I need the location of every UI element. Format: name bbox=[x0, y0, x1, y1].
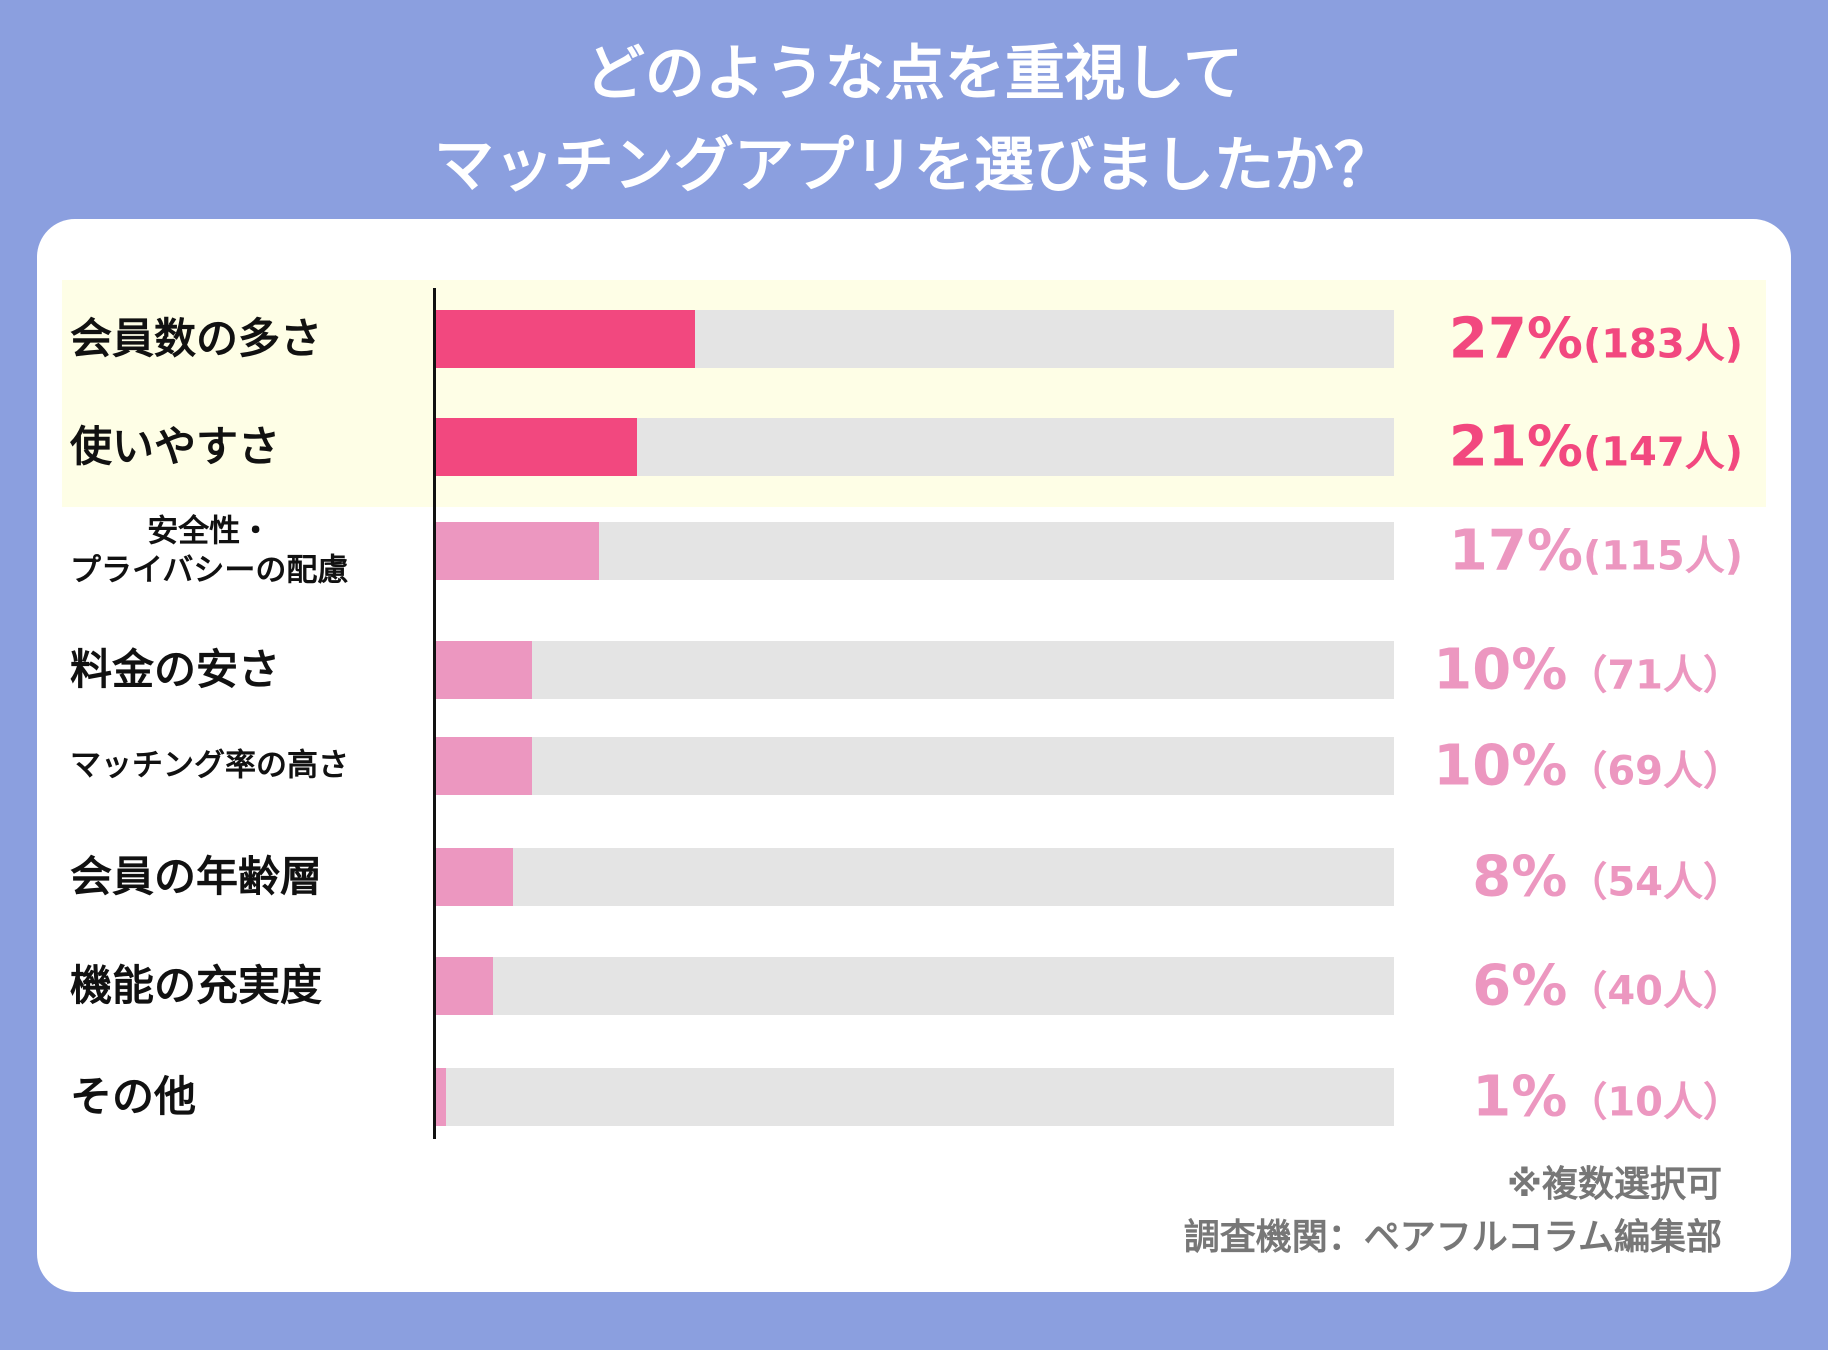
value-count: (183人) bbox=[1582, 321, 1743, 368]
bar bbox=[436, 418, 638, 476]
value-percent: 8% bbox=[1472, 844, 1568, 910]
value-label: 1%（10人） bbox=[1472, 1065, 1743, 1130]
bar bbox=[436, 1068, 446, 1126]
bar bbox=[436, 310, 695, 368]
value-count: (147人) bbox=[1582, 429, 1743, 476]
value-percent: 17% bbox=[1448, 518, 1583, 584]
category-label: 機能の充実度 bbox=[70, 960, 323, 1010]
value-count: (115人) bbox=[1582, 533, 1743, 580]
value-percent: 27% bbox=[1448, 306, 1583, 372]
value-label: 17%(115人) bbox=[1449, 519, 1743, 584]
value-label: 10%（71人） bbox=[1433, 638, 1743, 703]
bar-track bbox=[436, 1068, 1394, 1126]
bar-track bbox=[436, 641, 1394, 699]
value-label: 8%（54人） bbox=[1472, 845, 1743, 910]
value-percent: 10% bbox=[1433, 637, 1568, 703]
bar-track bbox=[436, 957, 1394, 1015]
bar-track bbox=[436, 737, 1394, 795]
value-count: （40人） bbox=[1567, 968, 1743, 1015]
value-count: （10人） bbox=[1567, 1079, 1743, 1126]
bar bbox=[436, 522, 599, 580]
chart-title: どのような点を重視して マッチングアプリを選びましたか？ bbox=[434, 39, 1394, 201]
category-label: マッチング率の高さ bbox=[70, 747, 349, 784]
footnote: 調査機関：ペアフルコラム編集部 bbox=[1183, 1217, 1722, 1258]
value-percent: 10% bbox=[1433, 733, 1568, 799]
value-percent: 1% bbox=[1472, 1064, 1568, 1130]
value-percent: 6% bbox=[1472, 953, 1568, 1019]
category-label: 会員数の多さ bbox=[70, 313, 323, 363]
category-label: その他 bbox=[70, 1071, 197, 1121]
axis-line bbox=[433, 288, 436, 1139]
value-label: 27%(183人) bbox=[1449, 307, 1743, 372]
value-count: （71人） bbox=[1567, 652, 1743, 699]
category-label: 使いやすさ bbox=[70, 421, 281, 471]
bar bbox=[436, 957, 494, 1015]
bar bbox=[436, 641, 532, 699]
category-label: 安全性・ プライバシーの配慮 bbox=[70, 513, 349, 588]
value-label: 21%(147人) bbox=[1449, 415, 1743, 480]
value-label: 10%（69人） bbox=[1433, 734, 1743, 799]
value-label: 6%（40人） bbox=[1472, 954, 1743, 1019]
bar-track bbox=[436, 848, 1394, 906]
bar bbox=[436, 848, 513, 906]
bar bbox=[436, 737, 532, 795]
value-count: （54人） bbox=[1567, 859, 1743, 906]
footnote: ※複数選択可 bbox=[1507, 1164, 1722, 1205]
category-label: 会員の年齢層 bbox=[70, 851, 323, 901]
value-count: （69人） bbox=[1567, 748, 1743, 795]
value-percent: 21% bbox=[1448, 414, 1583, 480]
category-label: 料金の安さ bbox=[70, 644, 281, 694]
